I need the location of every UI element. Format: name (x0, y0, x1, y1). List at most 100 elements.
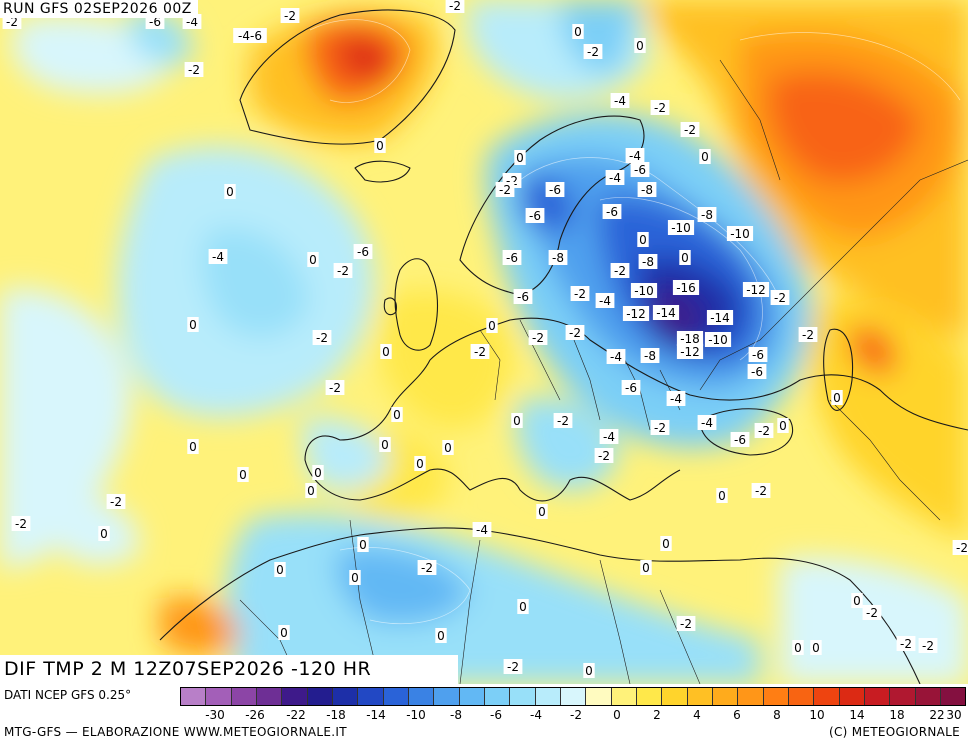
colorbar-swatch (383, 688, 409, 705)
svg-text:-2: -2 (15, 517, 27, 531)
anomaly-value-label: -2 (184, 62, 204, 77)
svg-text:-2: -2 (587, 45, 599, 59)
svg-text:0: 0 (309, 253, 317, 267)
colorbar-tick-label: 0 (613, 708, 621, 722)
anomaly-value-label: 0 (517, 599, 529, 614)
anomaly-value-label: 0 (379, 437, 391, 452)
iceland-coast (354, 160, 411, 183)
svg-text:-2: -2 (421, 561, 433, 575)
svg-text:0: 0 (280, 626, 288, 640)
svg-text:0: 0 (853, 594, 861, 608)
svg-text:-2: -2 (329, 381, 341, 395)
coastlines (159, 9, 968, 684)
svg-text:-2: -2 (614, 264, 626, 278)
temperature-anomaly-map: -2 -6 -4 -2 -2 -4-6 0 -2 0 -2 0 -4 -2 -2 0 -4 -6 0 -2 0 -2 -4… (0, 0, 968, 684)
anomaly-value-label: -6 (621, 380, 641, 395)
colorbar-swatch (307, 688, 333, 705)
anomaly-value-label: -2 (610, 263, 630, 278)
svg-text:-18: -18 (680, 332, 700, 346)
svg-text:-2: -2 (774, 291, 786, 305)
anomaly-value-label: -2 (918, 638, 938, 653)
anomaly-value-label: -2 (553, 413, 573, 428)
svg-text:-4: -4 (212, 250, 224, 264)
svg-text:-2: -2 (802, 328, 814, 342)
svg-text:-2: -2 (569, 326, 581, 340)
colorbar-tick-label: -30 (205, 708, 225, 722)
svg-text:0: 0 (519, 600, 527, 614)
svg-text:-4: -4 (670, 392, 682, 406)
anomaly-value-label: 0 (98, 526, 110, 541)
colorbar-tick-label: -2 (570, 708, 582, 722)
svg-text:0: 0 (718, 489, 726, 503)
svg-text:-4: -4 (701, 416, 713, 430)
svg-text:0: 0 (516, 151, 524, 165)
svg-text:-2: -2 (654, 101, 666, 115)
anomaly-value-label: 0 (831, 390, 843, 405)
svg-text:-14: -14 (710, 311, 730, 325)
colorbar-swatch (712, 688, 739, 705)
anomaly-value-label: -4 (697, 415, 717, 430)
anomaly-value-label: -6 (630, 162, 650, 177)
colorbar-swatch (940, 688, 966, 705)
svg-text:0: 0 (794, 641, 802, 655)
anomaly-value-label: 0 (514, 150, 526, 165)
svg-text:-2: -2 (900, 637, 912, 651)
svg-text:-12: -12 (626, 307, 646, 321)
colorbar-tick-label: 8 (773, 708, 781, 722)
svg-text:0: 0 (381, 438, 389, 452)
anomaly-value-label: -6 (353, 244, 373, 259)
anomaly-value-label: -2 (896, 636, 916, 651)
caspian-coast (823, 328, 854, 411)
svg-text:-6: -6 (751, 365, 763, 379)
anomaly-value-label: -4 (666, 391, 686, 406)
svg-text:-10: -10 (671, 221, 691, 235)
svg-text:-4: -4 (629, 149, 641, 163)
svg-text:-4: -4 (186, 15, 198, 29)
anomaly-value-label: -4 (599, 429, 619, 444)
colorbar-swatch (890, 688, 916, 705)
anomaly-value-label: 0 (777, 418, 789, 433)
anomaly-value-label: 0 (536, 504, 548, 519)
anomaly-value-label: 0 (307, 252, 319, 267)
svg-text:-10: -10 (708, 333, 728, 347)
greenland-coast (239, 9, 456, 145)
anomaly-value-label: -10 (667, 220, 695, 235)
anomaly-value-label: -6 (730, 432, 750, 447)
colorbar-tick-label: -8 (450, 708, 462, 722)
anomaly-value-label: -8 (548, 250, 568, 265)
anomaly-value-label: 0 (414, 456, 426, 471)
anomaly-value-label: -2 (650, 100, 670, 115)
anomaly-value-label: 0 (486, 318, 498, 333)
anomaly-value-label: 0 (572, 24, 584, 39)
anomaly-value-label: 0 (305, 483, 317, 498)
anomaly-value-label: 0 (716, 488, 728, 503)
europe-coast (304, 317, 968, 502)
svg-text:0: 0 (538, 505, 546, 519)
anomaly-value-label: -18 (676, 331, 704, 346)
colorbar-tick-label: 18 (889, 708, 905, 722)
colorbar-swatch (814, 688, 840, 705)
anomaly-value-label: -6 (502, 250, 522, 265)
svg-text:-2: -2 (922, 639, 934, 653)
anomaly-value-label: 0 (274, 562, 286, 577)
anomaly-value-label: -2 (680, 122, 700, 137)
svg-text:0: 0 (812, 641, 820, 655)
svg-text:-2: -2 (499, 183, 511, 197)
colorbar-tick-label: 22 (929, 708, 945, 722)
svg-text:0: 0 (833, 391, 841, 405)
anomaly-value-label: -16 (672, 280, 700, 295)
colorbar-swatch (788, 688, 815, 705)
anomaly-value-label: 0 (435, 628, 447, 643)
colorbar-swatch (839, 688, 865, 705)
svg-text:-2: -2 (956, 541, 968, 555)
colorbar-swatch (459, 688, 485, 705)
svg-text:-6: -6 (529, 209, 541, 223)
svg-text:-2: -2 (6, 15, 18, 29)
colorbar-tick-label: -4 (530, 708, 542, 722)
svg-text:-2: -2 (507, 660, 519, 674)
anomaly-value-label: 0 (679, 250, 691, 265)
svg-text:-6: -6 (625, 381, 637, 395)
svg-text:-8: -8 (701, 208, 713, 222)
svg-text:0: 0 (779, 419, 787, 433)
anomaly-value-label: -6 (525, 208, 545, 223)
